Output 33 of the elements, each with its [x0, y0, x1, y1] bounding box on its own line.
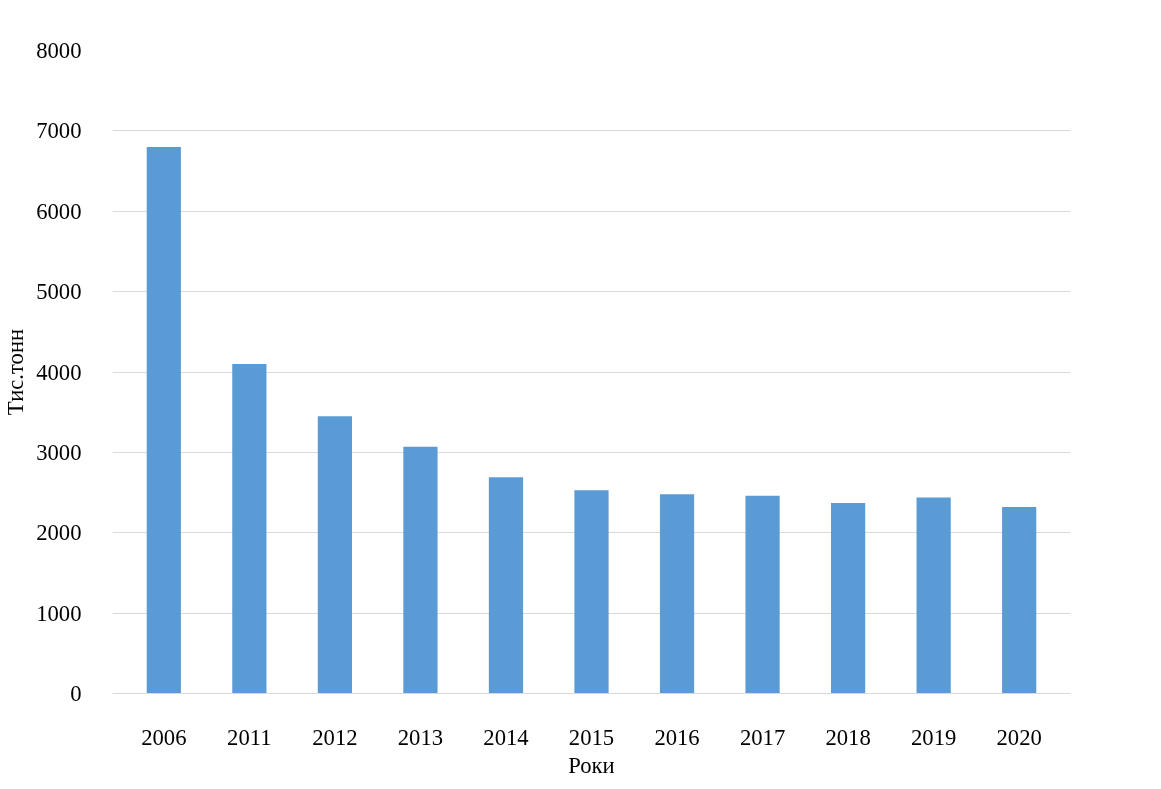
x-axis-title: Роки	[568, 752, 615, 778]
x-tick-label: 2016	[654, 724, 700, 750]
bar	[488, 477, 524, 694]
x-tick-label: 2011	[227, 724, 272, 750]
bar	[232, 363, 267, 694]
x-tick-label: 2015	[568, 724, 615, 750]
bar	[146, 146, 181, 694]
bar	[403, 446, 438, 694]
bar	[317, 416, 352, 694]
bar	[745, 495, 780, 694]
x-tick-label: 2012	[312, 724, 358, 750]
y-axis-title: Тис.тонн	[3, 328, 29, 416]
y-tick-label: 7000	[36, 118, 82, 144]
bar	[659, 494, 695, 694]
x-tick-label: 2018	[825, 724, 871, 750]
bar	[831, 503, 866, 694]
x-tick-label: 2013	[397, 724, 444, 750]
y-tick-label: 5000	[36, 279, 82, 305]
y-tick-label: 1000	[36, 600, 82, 626]
bar	[574, 490, 609, 694]
bar	[916, 497, 951, 694]
x-tick-label: 2017	[739, 724, 786, 750]
y-tick-label: 0	[70, 681, 82, 706]
y-tick-label: 4000	[36, 359, 82, 385]
y-tick-label: 2000	[36, 520, 82, 546]
y-tick-label: 3000	[36, 439, 82, 465]
x-tick-label: 2020	[996, 724, 1042, 750]
x-tick-label: 2014	[483, 724, 529, 750]
y-tick-label: 6000	[36, 198, 82, 224]
bar	[1002, 507, 1037, 694]
y-tick-label: 8000	[36, 38, 82, 63]
x-tick-label: 2006	[141, 724, 187, 750]
x-tick-label: 2019	[910, 724, 957, 750]
